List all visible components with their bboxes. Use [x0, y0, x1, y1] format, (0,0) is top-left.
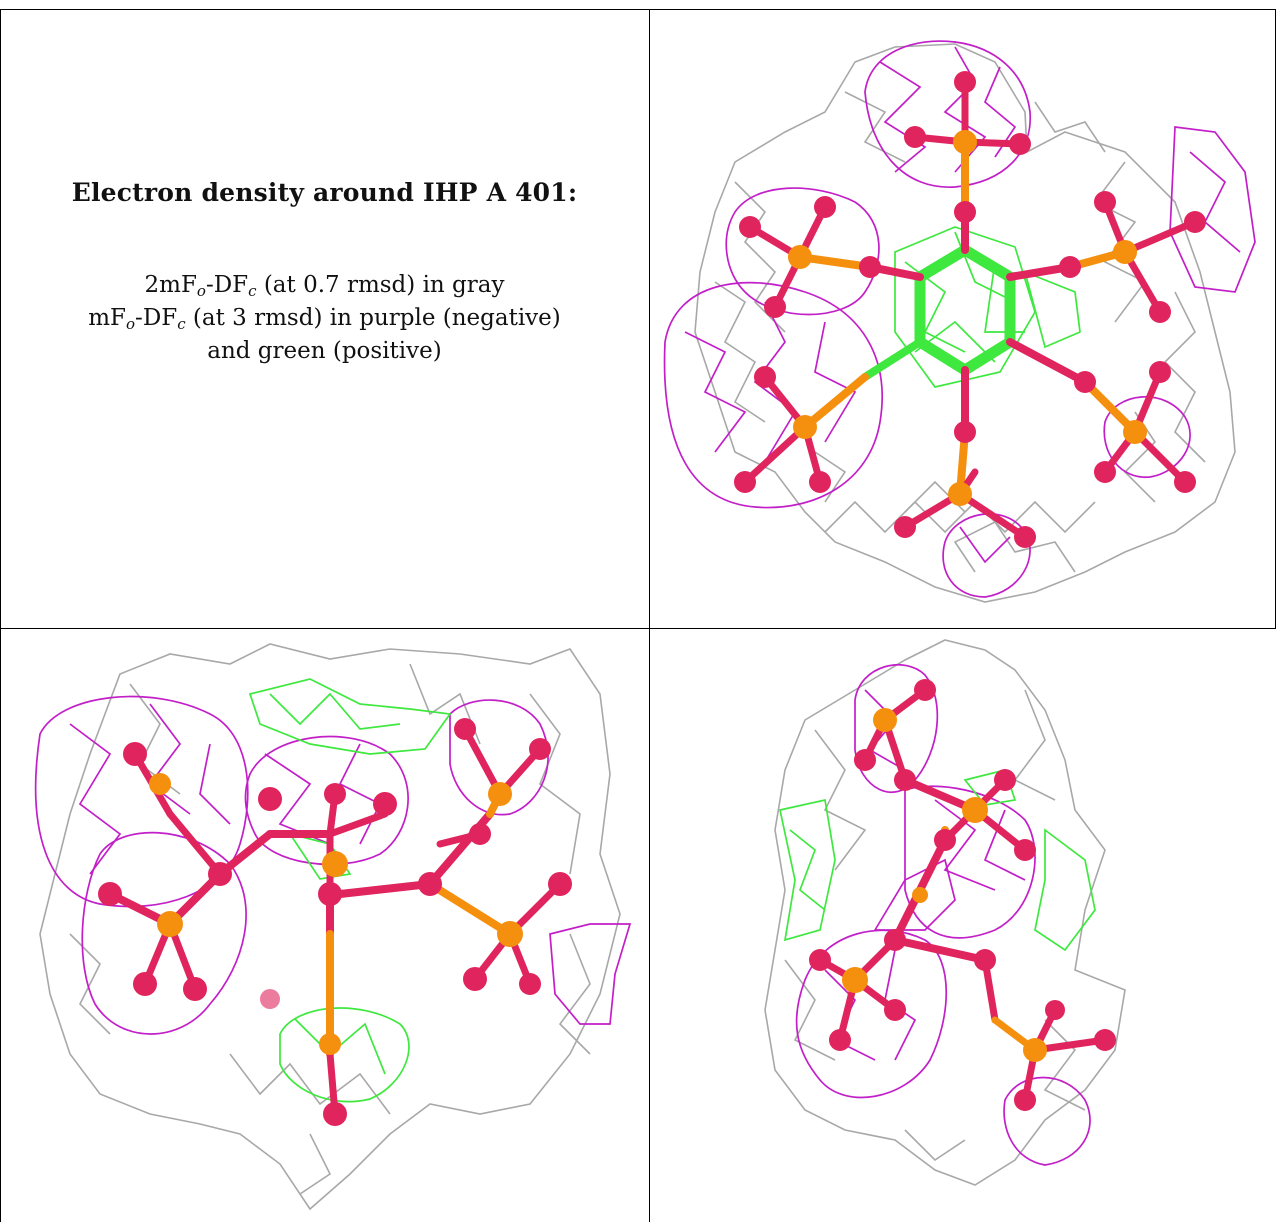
density-panel-top-right [655, 32, 1267, 622]
phosphorus-atoms [842, 708, 1047, 1062]
density-panel-bottom-right [745, 630, 1145, 1220]
density-panel-bottom-left [10, 634, 642, 1219]
table-middle-rule [0, 628, 1276, 629]
oxygen-atoms [734, 71, 1206, 548]
density-render-top [663, 40, 1256, 603]
legend-line-purple: mFo-DFc (at 3 rmsd) in purple (negative) [88, 305, 561, 333]
oxygen-atoms [98, 718, 572, 1126]
gray-mesh [39, 643, 621, 1211]
phosphorus-atoms [149, 773, 523, 1055]
green-mesh [778, 768, 1096, 952]
density-render-bottom-right [764, 639, 1126, 1186]
legend-line-gray: 2mFo-DFc (at 0.7 rmsd) in gray [144, 272, 505, 300]
legend-line-green: and green (positive) [207, 338, 442, 364]
table-left-rule [0, 9, 1, 1222]
caption-cell: Electron density around IHP A 401: 2mFo-… [0, 10, 649, 628]
density-render-bottom-left [34, 643, 632, 1211]
gray-mesh [694, 43, 1236, 603]
figure-title: Electron density around IHP A 401: [71, 178, 578, 207]
legend: 2mFo-DFc (at 0.7 rmsd) in gray mFo-DFc (… [88, 269, 561, 368]
phosphorus-atoms [788, 130, 1147, 506]
oxygen-atoms [809, 679, 1116, 1111]
purple-mesh [795, 663, 1091, 1166]
table-center-rule [649, 9, 650, 1222]
table-top-rule [0, 9, 1276, 10]
gray-mesh [764, 639, 1126, 1186]
green-mesh [248, 678, 452, 1103]
